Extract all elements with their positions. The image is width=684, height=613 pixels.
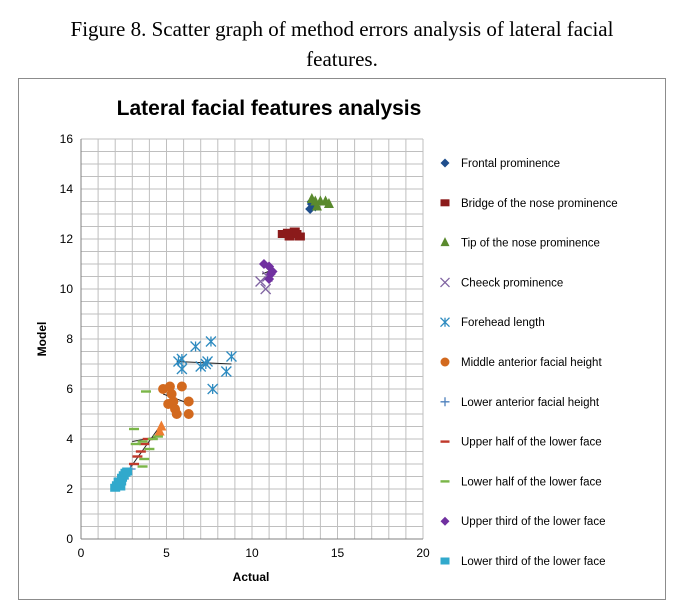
figure-caption-line2: features. <box>306 47 378 71</box>
data-point-diamond <box>264 274 275 284</box>
legend-label: Middle anterior facial height <box>461 357 602 369</box>
legend-marker <box>440 317 450 328</box>
data-point-asterisk <box>176 353 188 365</box>
data-point-dash <box>132 455 143 458</box>
data-point-triangle <box>154 425 165 436</box>
y-tick-label: 2 <box>66 482 73 496</box>
data-point-circle <box>164 381 175 392</box>
data-point-x <box>255 276 267 287</box>
data-point-square <box>282 228 293 237</box>
legend-marker <box>440 480 450 483</box>
grid-lines <box>80 138 424 540</box>
data-point-dash <box>137 440 148 443</box>
data-point-dash <box>129 462 140 466</box>
y-tick-label: 10 <box>60 282 74 296</box>
legend-label: Upper third of the lower face <box>461 516 605 528</box>
legend-label: Lower half of the lower face <box>461 476 602 488</box>
legend-marker <box>440 237 450 247</box>
data-point-circle <box>176 381 187 392</box>
x-tick-label: 10 <box>245 546 259 560</box>
data-point-square <box>113 477 124 486</box>
y-tick-label: 16 <box>60 132 74 146</box>
data-point-asterisk <box>226 351 237 362</box>
legend-label: Bridge of the nose prominence <box>461 198 618 210</box>
data-point-dash <box>137 465 148 468</box>
data-point-square <box>115 482 126 491</box>
data-point-dash <box>129 427 140 431</box>
data-point-circle <box>183 396 194 407</box>
data-point-circle <box>166 389 177 399</box>
legend-marker <box>440 199 450 207</box>
data-point-dash <box>139 442 150 446</box>
data-point-asterisk <box>195 361 207 372</box>
legend: Frontal prominence Bridge of the nose pro… <box>440 158 618 568</box>
data-point-triangle <box>323 198 334 208</box>
legend-label: Cheeck prominence <box>461 277 563 289</box>
legend-label: Frontal prominence <box>461 158 560 170</box>
legend-marker <box>440 357 450 367</box>
legend-marker <box>440 397 450 407</box>
y-tick-label: 12 <box>60 232 74 246</box>
x-tick-label: 15 <box>331 546 345 560</box>
y-tick-label: 8 <box>66 332 73 346</box>
data-point-circle <box>171 409 182 419</box>
data-point-triangle <box>310 195 321 206</box>
data-point-dash <box>140 390 151 393</box>
legend-label: Forehead length <box>461 317 545 329</box>
data-point-dash <box>142 437 153 441</box>
figure-caption-line1: Figure 8. Scatter graph of method errors… <box>70 17 614 41</box>
scatter-chart: Lateral facial features analysis 0 5 10 15 2… <box>35 97 618 584</box>
trend-lines <box>114 201 330 490</box>
data-point-dash <box>139 457 150 461</box>
data-point-square <box>122 467 133 476</box>
data-point-asterisk <box>220 366 232 377</box>
data-point-dash <box>135 450 146 453</box>
data-point-dash <box>130 442 141 446</box>
x-axis-label: Actual <box>233 570 270 584</box>
chart-title: Lateral facial features analysis <box>117 97 422 120</box>
legend-label: Lower third of the lower face <box>461 556 605 568</box>
legend-marker <box>440 440 450 443</box>
legend-marker <box>440 277 450 288</box>
data-point-asterisk <box>205 336 217 347</box>
data-point-square <box>294 232 305 241</box>
data-point-dash <box>147 437 158 441</box>
y-tick-label: 6 <box>66 382 73 396</box>
data-point-asterisk <box>207 383 219 395</box>
data-point-x <box>260 283 272 295</box>
legend-label: Upper half of the lower face <box>461 437 602 449</box>
y-tick-label: 4 <box>66 432 73 446</box>
y-tick-label: 0 <box>66 532 73 546</box>
data-point-dash <box>152 435 163 438</box>
axes: 0 5 10 15 20 0 2 4 6 8 10 12 14 16 <box>60 132 430 560</box>
data-point-circle <box>163 399 174 409</box>
data-point-asterisk <box>190 341 202 352</box>
data-point-diamond <box>267 266 278 277</box>
legend-marker <box>440 158 450 168</box>
y-tick-label: 14 <box>60 182 74 196</box>
legend-label: Tip of the nose prominence <box>461 238 600 250</box>
data-point-dash <box>144 447 155 451</box>
data-points <box>110 193 334 492</box>
x-tick-label: 20 <box>416 546 430 560</box>
legend-marker <box>440 516 450 526</box>
x-tick-label: 5 <box>163 546 170 560</box>
data-point-asterisk <box>176 363 188 375</box>
y-axis-label: Model <box>35 322 49 357</box>
data-point-square <box>289 227 300 236</box>
figure-caption: Figure 8. Scatter graph of method errors… <box>0 14 684 74</box>
data-point-asterisk <box>202 356 213 367</box>
legend-marker <box>440 557 450 565</box>
chart-frame: Lateral facial features analysis 0 5 10 15 2… <box>18 78 666 600</box>
data-point-circle <box>183 409 194 419</box>
x-tick-label: 0 <box>78 546 85 560</box>
legend-label: Lower anterior facial height <box>461 397 600 409</box>
